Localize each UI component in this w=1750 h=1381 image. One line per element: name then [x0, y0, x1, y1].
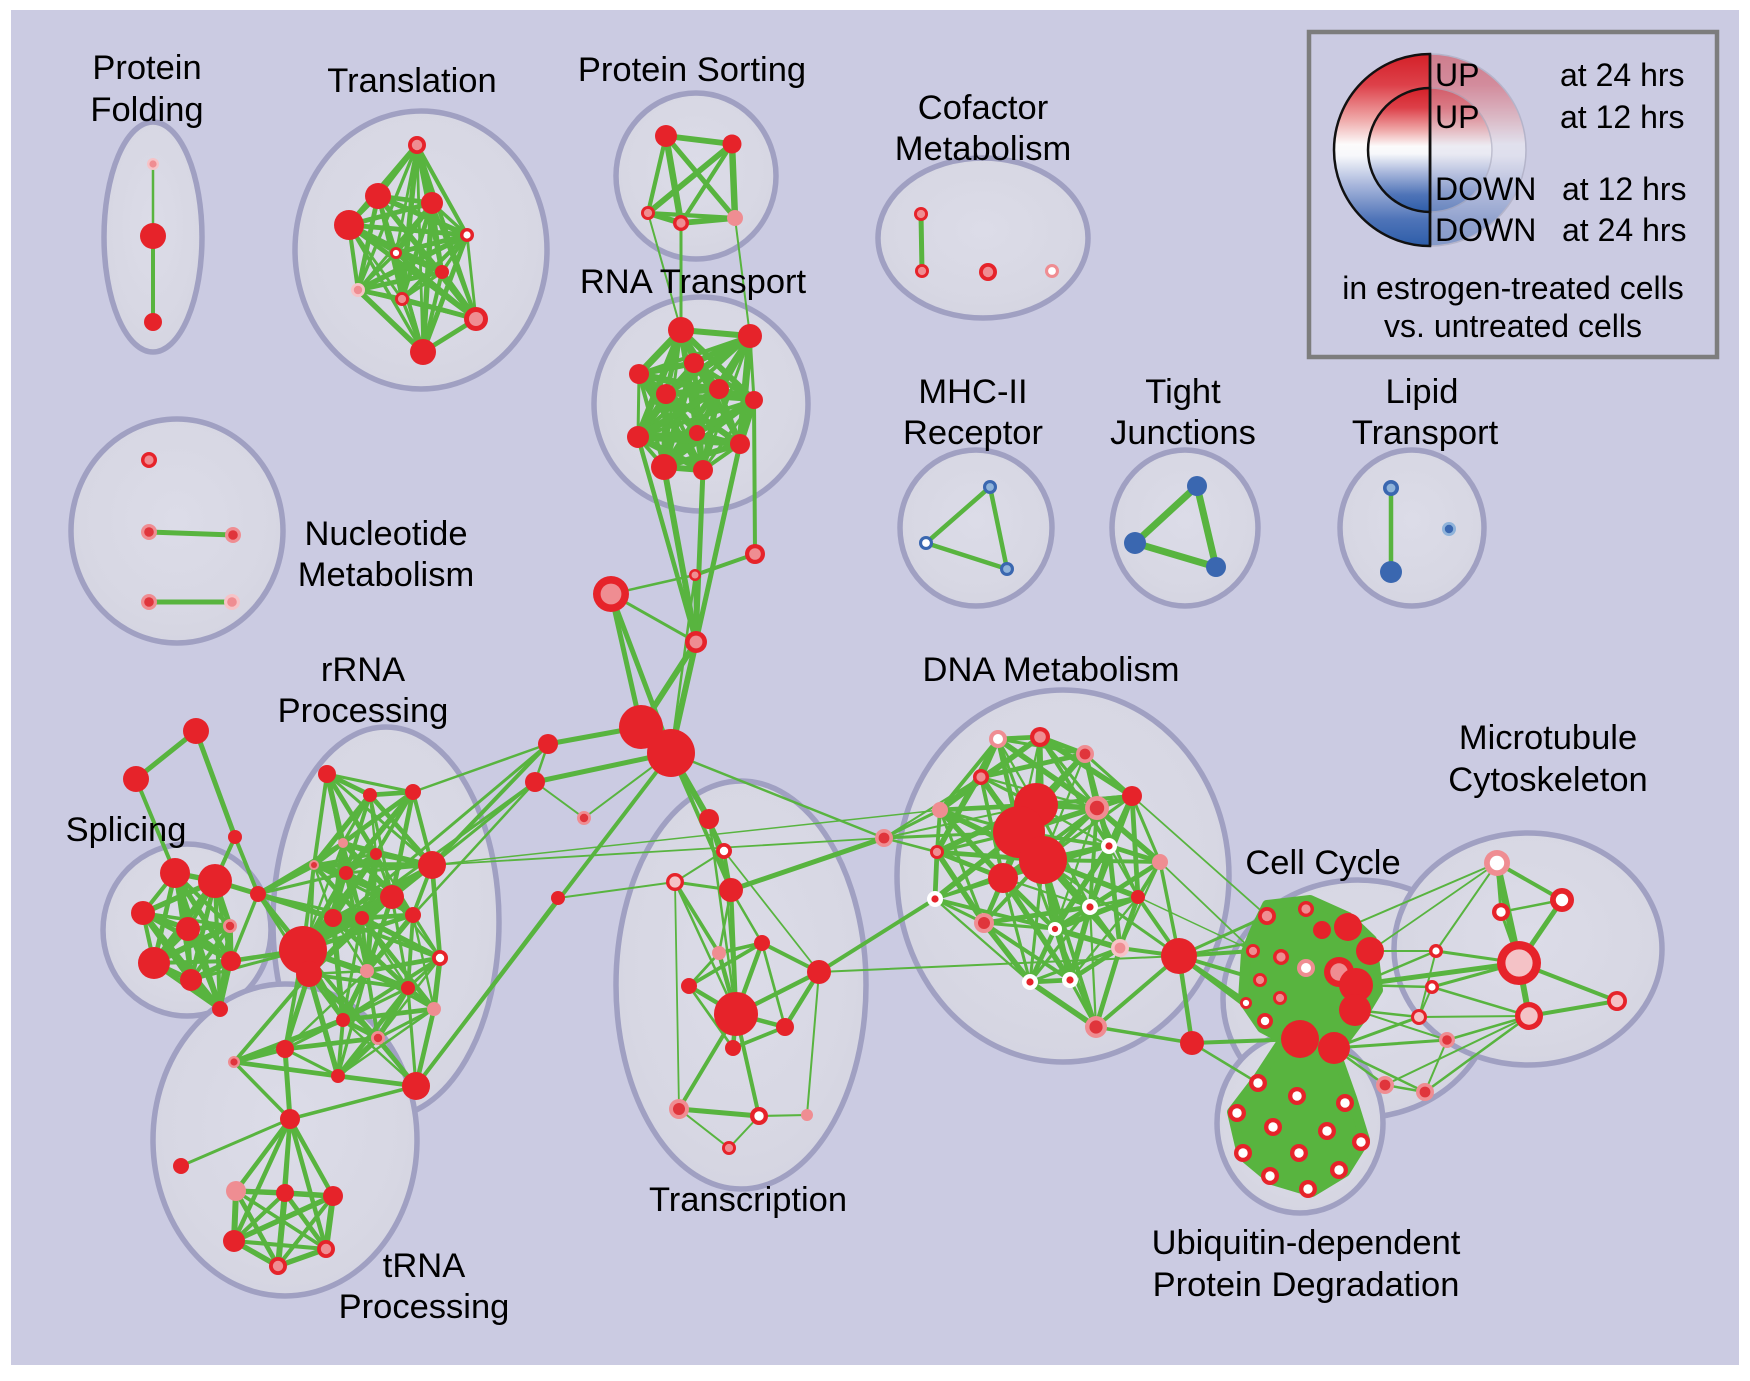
svg-text:Metabolism: Metabolism [298, 556, 474, 594]
svg-text:Splicing: Splicing [66, 811, 187, 849]
svg-text:Cofactor: Cofactor [918, 89, 1048, 127]
svg-text:Transcription: Transcription [649, 1181, 847, 1219]
svg-text:UP: UP [1435, 99, 1479, 135]
svg-text:Protein: Protein [92, 49, 201, 87]
svg-text:Processing: Processing [278, 692, 449, 730]
svg-text:DOWN: DOWN [1435, 212, 1536, 248]
svg-text:Microtubule: Microtubule [1459, 719, 1637, 757]
svg-text:Processing: Processing [339, 1288, 510, 1326]
svg-text:Tight: Tight [1145, 373, 1221, 411]
svg-text:DNA Metabolism: DNA Metabolism [923, 651, 1180, 689]
svg-text:at 12 hrs: at 12 hrs [1560, 99, 1685, 135]
svg-text:in estrogen-treated cells: in estrogen-treated cells [1342, 270, 1684, 306]
svg-text:tRNA: tRNA [383, 1247, 465, 1285]
svg-text:at 24 hrs: at 24 hrs [1562, 212, 1687, 248]
svg-text:UP: UP [1435, 57, 1479, 93]
svg-text:Cytoskeleton: Cytoskeleton [1448, 761, 1647, 799]
svg-text:RNA Transport: RNA Transport [580, 263, 807, 301]
svg-text:vs. untreated cells: vs. untreated cells [1384, 308, 1642, 344]
svg-text:DOWN: DOWN [1435, 171, 1536, 207]
svg-text:Ubiquitin-dependent: Ubiquitin-dependent [1152, 1224, 1461, 1262]
svg-text:Protein Sorting: Protein Sorting [578, 51, 806, 89]
svg-text:Translation: Translation [327, 62, 496, 100]
svg-text:Folding: Folding [90, 91, 203, 129]
svg-text:Cell Cycle: Cell Cycle [1245, 844, 1400, 882]
svg-text:Lipid: Lipid [1386, 373, 1459, 411]
svg-text:Junctions: Junctions [1110, 414, 1256, 452]
svg-text:Transport: Transport [1352, 414, 1499, 452]
svg-text:at 12 hrs: at 12 hrs [1562, 171, 1687, 207]
svg-text:Nucleotide: Nucleotide [304, 515, 467, 553]
svg-text:at 24 hrs: at 24 hrs [1560, 57, 1685, 93]
svg-text:rRNA: rRNA [321, 651, 405, 689]
svg-text:Metabolism: Metabolism [895, 130, 1071, 168]
svg-text:Protein Degradation: Protein Degradation [1153, 1266, 1460, 1304]
svg-text:Receptor: Receptor [903, 414, 1043, 452]
svg-text:MHC-II: MHC-II [918, 373, 1027, 411]
